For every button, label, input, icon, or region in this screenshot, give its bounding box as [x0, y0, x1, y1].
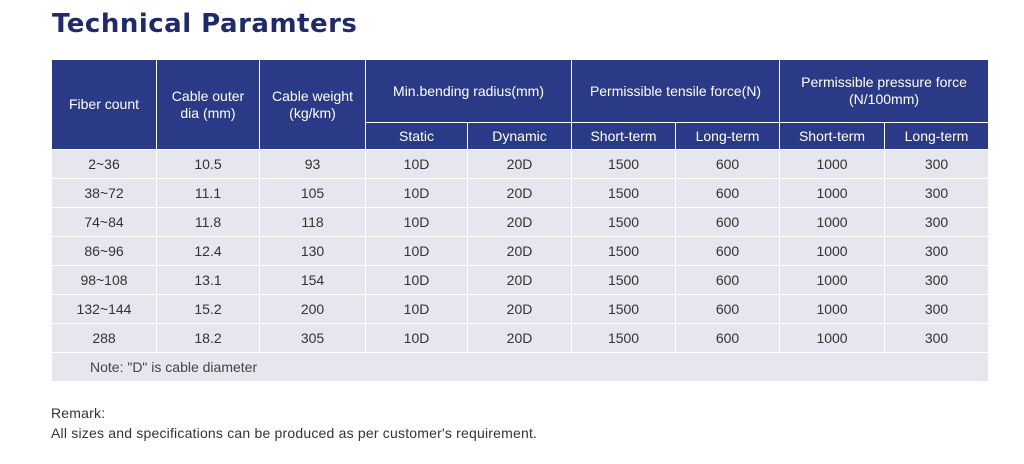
cell-tensile-short: 1500	[571, 149, 677, 179]
cell-fiber-count: 132~144	[51, 294, 157, 324]
cell-pressure-short: 1000	[779, 149, 886, 179]
cell-pressure-short: 1000	[779, 236, 886, 266]
cell-bending-dynamic: 20D	[466, 236, 573, 266]
cell-fiber-count: 38~72	[51, 178, 157, 208]
note-row: Note: "D" is cable diameter	[50, 352, 990, 382]
cell-tensile-long: 600	[675, 294, 781, 324]
table-note: Note: "D" is cable diameter	[50, 352, 990, 382]
subheader-tensile-long-term: Long-term	[675, 122, 781, 150]
cell-pressure-long: 300	[884, 178, 990, 208]
cell-tensile-short: 1500	[571, 207, 677, 237]
cell-outer-dia: 10.5	[156, 149, 260, 179]
cell-fiber-count: 98~108	[51, 265, 157, 295]
header-cable-outer-dia: Cable outer dia (mm)	[156, 59, 260, 150]
cell-bending-dynamic: 20D	[466, 149, 573, 179]
cell-outer-dia: 15.2	[156, 294, 260, 324]
header-cable-weight: Cable weight (kg/km)	[259, 59, 366, 150]
cell-outer-dia: 11.1	[156, 178, 260, 208]
cell-weight: 154	[259, 265, 366, 295]
header-permissible-pressure-force: Permissible pressure force (N/100mm)	[779, 59, 990, 123]
cell-tensile-long: 600	[675, 149, 781, 179]
cell-bending-static: 10D	[365, 207, 468, 237]
cell-pressure-long: 300	[884, 265, 990, 295]
cell-bending-static: 10D	[365, 265, 468, 295]
table-row: 98~108 13.1 154 10D 20D 1500 600 1000 300	[51, 265, 990, 295]
cell-pressure-long: 300	[884, 236, 990, 266]
cell-weight: 105	[259, 178, 366, 208]
cell-pressure-short: 1000	[779, 178, 886, 208]
table-row: 74~84 11.8 118 10D 20D 1500 600 1000 300	[51, 207, 990, 237]
cell-fiber-count: 288	[51, 323, 157, 353]
cell-pressure-short: 1000	[779, 323, 886, 353]
table-row: 38~72 11.1 105 10D 20D 1500 600 1000 300	[51, 178, 990, 208]
cell-weight: 118	[259, 207, 366, 237]
cell-tensile-short: 1500	[571, 236, 677, 266]
header-min-bending-radius: Min.bending radius(mm)	[364, 59, 573, 123]
cell-outer-dia: 11.8	[156, 207, 260, 237]
cell-fiber-count: 2~36	[51, 149, 157, 179]
cell-bending-dynamic: 20D	[466, 207, 573, 237]
table-row: 86~96 12.4 130 10D 20D 1500 600 1000 300	[51, 236, 990, 266]
cell-weight: 130	[259, 236, 366, 266]
cell-tensile-short: 1500	[571, 294, 677, 324]
cell-tensile-long: 600	[675, 178, 781, 208]
subheader-pressure-short-term: Short-term	[779, 122, 886, 150]
cell-weight: 93	[259, 149, 366, 179]
cell-weight: 200	[259, 294, 366, 324]
cell-tensile-long: 600	[675, 323, 781, 353]
subheader-static: Static	[365, 122, 468, 150]
cell-tensile-long: 600	[675, 236, 781, 266]
cell-outer-dia: 12.4	[156, 236, 260, 266]
table-row: 2~36 10.5 93 10D 20D 1500 600 1000 300	[51, 149, 990, 179]
cell-bending-static: 10D	[365, 178, 468, 208]
remark-label: Remark:	[51, 405, 106, 421]
table-row: 132~144 15.2 200 10D 20D 1500 600 1000 300	[51, 294, 990, 324]
cell-tensile-short: 1500	[571, 265, 677, 295]
cell-tensile-long: 600	[675, 265, 781, 295]
technical-parameters-table: Fiber count Cable outer dia (mm) Cable w…	[50, 59, 990, 382]
subheader-dynamic: Dynamic	[466, 122, 573, 150]
cell-bending-static: 10D	[365, 236, 468, 266]
cell-weight: 305	[259, 323, 366, 353]
cell-fiber-count: 86~96	[51, 236, 157, 266]
cell-pressure-short: 1000	[779, 265, 886, 295]
cell-bending-dynamic: 20D	[466, 323, 573, 353]
table-row: 288 18.2 305 10D 20D 1500 600 1000 300	[51, 323, 990, 353]
cell-tensile-short: 1500	[571, 323, 677, 353]
cell-bending-static: 10D	[365, 149, 468, 179]
cell-bending-dynamic: 20D	[466, 265, 573, 295]
page-title: Technical Paramters	[52, 9, 358, 39]
cell-bending-static: 10D	[365, 323, 468, 353]
header-permissible-tensile-force: Permissible tensile force(N)	[571, 59, 781, 123]
cell-pressure-short: 1000	[779, 207, 886, 237]
cell-bending-dynamic: 20D	[466, 178, 573, 208]
remark-text: All sizes and specifications can be prod…	[51, 425, 538, 441]
subheader-pressure-long-term: Long-term	[884, 122, 990, 150]
cell-tensile-short: 1500	[571, 178, 677, 208]
cell-pressure-short: 1000	[779, 294, 886, 324]
cell-fiber-count: 74~84	[51, 207, 157, 237]
cell-pressure-long: 300	[884, 323, 990, 353]
cell-tensile-long: 600	[675, 207, 781, 237]
cell-pressure-long: 300	[884, 149, 990, 179]
cell-bending-static: 10D	[365, 294, 468, 324]
remark-section: Remark: All sizes and specifications can…	[51, 403, 537, 443]
header-fiber-count: Fiber count	[51, 59, 157, 150]
subheader-tensile-short-term: Short-term	[571, 122, 677, 150]
cell-outer-dia: 13.1	[156, 265, 260, 295]
cell-outer-dia: 18.2	[156, 323, 260, 353]
cell-pressure-long: 300	[884, 294, 990, 324]
cell-pressure-long: 300	[884, 207, 990, 237]
cell-bending-dynamic: 20D	[466, 294, 573, 324]
subheader-row: Static Dynamic Short-term Long-term Short-te…	[52, 122, 990, 150]
